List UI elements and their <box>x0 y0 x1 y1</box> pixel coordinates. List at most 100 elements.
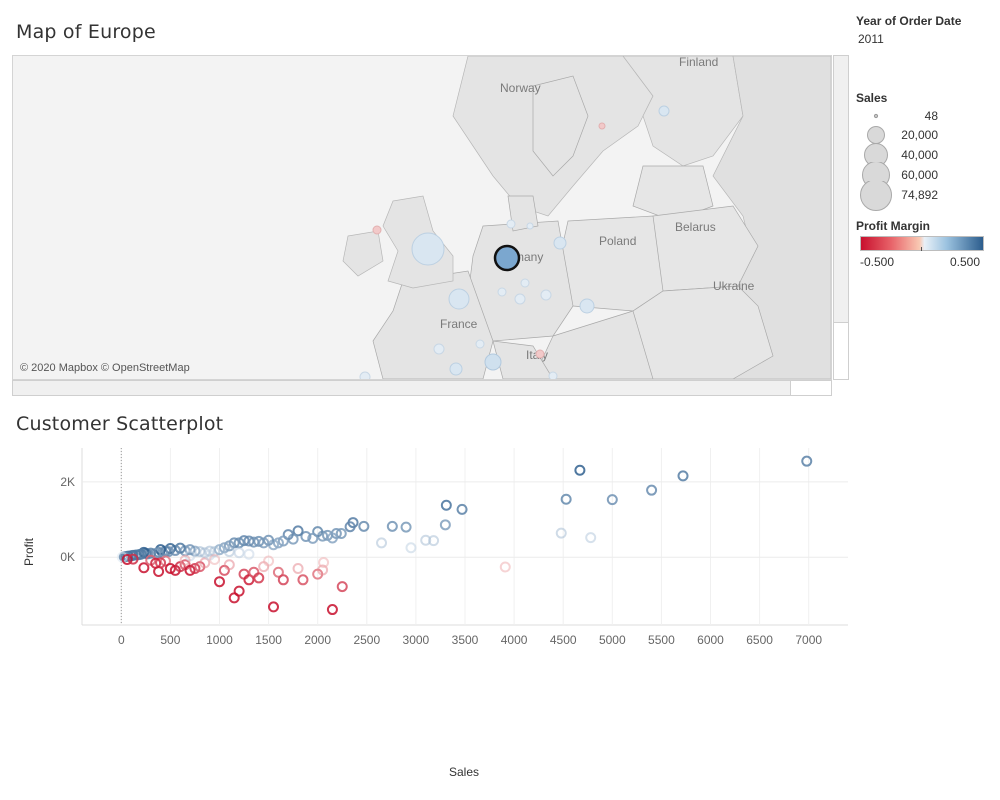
scatter-point[interactable] <box>405 542 417 554</box>
scatter-point[interactable] <box>456 503 468 515</box>
scatter-point[interactable] <box>400 521 412 533</box>
scatter-point[interactable] <box>121 553 133 565</box>
scatter-point[interactable] <box>335 527 347 539</box>
x-tick-label: 1000 <box>206 633 233 647</box>
scatter-point[interactable] <box>420 534 432 546</box>
land-germany <box>467 220 574 342</box>
scatter-point[interactable] <box>307 532 319 544</box>
scatter-point[interactable] <box>326 604 338 616</box>
scatter-point[interactable] <box>336 581 348 593</box>
scatter-point[interactable] <box>248 536 260 548</box>
scatter-point[interactable] <box>213 576 225 588</box>
map-vertical-scrollbar-thumb[interactable] <box>834 56 848 323</box>
scatter-point[interactable] <box>138 562 150 574</box>
scatter-point[interactable] <box>263 555 275 567</box>
scatter-point[interactable] <box>184 564 196 576</box>
map-vertical-scrollbar[interactable] <box>833 55 849 380</box>
scatter-point[interactable] <box>292 563 304 575</box>
scatter-point[interactable] <box>801 455 813 467</box>
sales-legend-label: 20,000 <box>901 128 938 142</box>
scatter-point[interactable] <box>218 564 230 576</box>
y-tick-label: 2K <box>60 475 75 489</box>
sales-legend-item: 40,000 <box>858 143 938 167</box>
scatter-point[interactable] <box>209 553 221 565</box>
scatter-point[interactable] <box>585 532 597 544</box>
scatter-chart[interactable]: 0 500 1000 1500 2000 2500 3000 3500 4000 4500 5000… <box>0 440 860 660</box>
country-label-norway: Norway <box>500 81 541 95</box>
map-bubble <box>598 122 606 130</box>
map-horizontal-scrollbar[interactable] <box>12 380 832 396</box>
x-tick-label: 4500 <box>550 633 577 647</box>
year-filter-value[interactable]: 2011 <box>858 32 884 46</box>
scatter-point[interactable] <box>223 540 235 552</box>
scatter-point[interactable] <box>277 574 289 586</box>
scatter-point[interactable] <box>317 564 329 576</box>
scatter-point[interactable] <box>127 553 139 565</box>
scatter-point[interactable] <box>499 561 511 573</box>
border-norway-sweden <box>532 75 589 177</box>
scatter-point[interactable] <box>194 546 206 558</box>
scatter-point[interactable] <box>258 561 270 573</box>
scatter-point[interactable] <box>358 520 370 532</box>
scatter-point[interactable] <box>428 535 440 547</box>
map-bubble <box>497 287 507 297</box>
scatter-point[interactable] <box>155 557 167 569</box>
country-label-belarus: Belarus <box>675 220 716 234</box>
map-canvas[interactable]: Finland Norway Poland Belarus Ukraine Fr… <box>13 56 831 379</box>
sales-legend-item: 20,000 <box>858 125 938 145</box>
scatter-point[interactable] <box>646 484 658 496</box>
scatter-point[interactable] <box>272 566 284 578</box>
scatter-point[interactable] <box>159 555 171 567</box>
map-bubble-selected[interactable] <box>493 244 521 272</box>
scatter-point[interactable] <box>243 535 255 547</box>
scatter-point[interactable] <box>253 572 265 584</box>
scatter-point[interactable] <box>297 574 309 586</box>
scatter-point[interactable] <box>213 544 225 556</box>
scatter-point[interactable] <box>164 563 176 575</box>
profit-margin-legend-title: Profit Margin <box>856 219 930 233</box>
scatter-point[interactable] <box>439 519 451 531</box>
scatter-point[interactable] <box>184 544 196 556</box>
scatter-point[interactable] <box>326 532 338 544</box>
scatter-point[interactable] <box>555 527 567 539</box>
country-label-poland: Poland <box>599 234 636 248</box>
scatter-point[interactable] <box>277 535 289 547</box>
x-tick-label: 2000 <box>304 633 331 647</box>
scatter-point[interactable] <box>677 470 689 482</box>
land-ukraine <box>627 285 774 379</box>
country-label-finland: Finland <box>679 56 718 69</box>
scatter-point[interactable] <box>376 537 388 549</box>
europe-map[interactable]: Finland Norway Poland Belarus Ukraine Fr… <box>12 55 832 380</box>
map-horizontal-scrollbar-thumb[interactable] <box>13 381 791 395</box>
map-bubble <box>520 278 530 288</box>
scatter-point[interactable] <box>606 494 618 506</box>
map-bubble <box>514 293 526 305</box>
sales-legend-title: Sales <box>856 91 888 105</box>
scatter-point[interactable] <box>199 557 211 569</box>
scatter-point[interactable] <box>179 554 191 566</box>
map-bubble <box>579 298 595 314</box>
x-tick-label: 1500 <box>255 633 282 647</box>
map-attribution: © 2020 Mapbox © OpenStreetMap <box>20 362 190 374</box>
scatter-point[interactable] <box>233 547 245 559</box>
scatter-point[interactable] <box>300 531 312 542</box>
scatter-point[interactable] <box>243 574 255 586</box>
scatter-point[interactable] <box>238 568 250 580</box>
scatter-point[interactable] <box>574 464 586 476</box>
scatter-point[interactable] <box>440 499 452 511</box>
scatter-point[interactable] <box>318 556 330 568</box>
x-axis-title: Sales <box>449 765 480 779</box>
scatter-point[interactable] <box>386 520 398 532</box>
scatter-point[interactable] <box>272 537 284 549</box>
scatter-point[interactable] <box>560 493 572 505</box>
map-bubble <box>535 349 545 359</box>
scatter-point[interactable] <box>243 548 255 560</box>
scatter-point[interactable] <box>344 521 356 533</box>
scatter-point[interactable] <box>233 585 245 597</box>
scatter-point[interactable] <box>248 566 260 578</box>
scatter-point[interactable] <box>268 601 279 613</box>
scatter-point[interactable] <box>292 525 304 537</box>
scatter-point[interactable] <box>189 563 201 575</box>
scatter-point[interactable] <box>223 559 235 571</box>
scatter-point[interactable] <box>150 557 162 569</box>
